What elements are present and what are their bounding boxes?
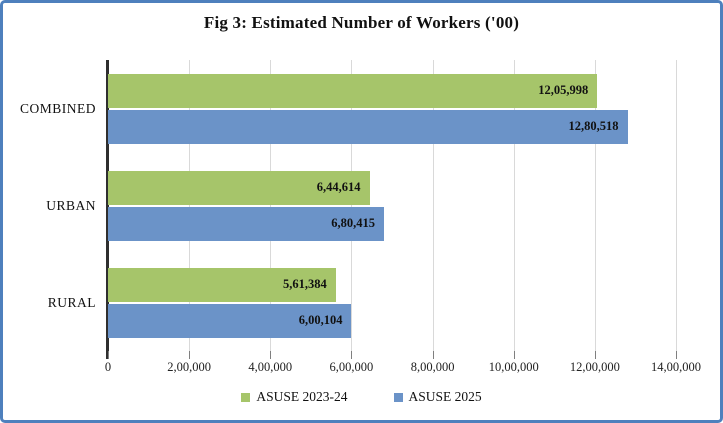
x-tick-label: 6,00,000: [329, 360, 374, 374]
bar-asuse-2023-24-rural: 5,61,384: [108, 267, 336, 302]
category-label-urban: URBAN: [46, 197, 96, 213]
bar-asuse-2025-urban: 6,80,415: [108, 206, 385, 241]
category-label-combined: COMBINED: [19, 100, 96, 116]
data-label: 6,00,104: [298, 313, 343, 327]
gridline: [351, 60, 353, 351]
bar-asuse-2025-combined: 12,80,518: [108, 109, 628, 144]
x-axis-tick-labels: 0 2,00,000 4,00,000 6,00,000 8,00,000 10,00,0…: [105, 360, 701, 378]
category-band-rural: 5,61,384 6,00,104: [108, 254, 676, 351]
bar-asuse-2023-24-combined: 12,05,998: [108, 73, 598, 108]
tick-mark: [513, 351, 515, 359]
legend-swatch-blue: [393, 392, 403, 402]
data-label: 6,80,415: [331, 216, 376, 230]
x-tick-label: 12,00,000: [569, 360, 620, 374]
category-band-urban: 6,44,614 6,80,415: [108, 157, 676, 254]
x-tick-label: 2,00,000: [167, 360, 212, 374]
tick-mark: [189, 351, 191, 359]
data-label: 6,44,614: [316, 180, 361, 194]
tick-mark: [432, 351, 434, 359]
plot-area: 12,05,998 12,80,518 6,44,614 6,80,415 5,61,3…: [108, 60, 677, 351]
category-label-rural: RURAL: [47, 294, 96, 310]
x-tick-label: 0: [104, 360, 112, 374]
data-label: 5,61,384: [283, 277, 327, 291]
chart-legend: ASUSE 2023-24 ASUSE 2025: [3, 389, 720, 405]
gridline: [676, 60, 677, 351]
data-label: 12,80,518: [568, 119, 619, 133]
bar-asuse-2023-24-urban: 6,44,614: [108, 170, 370, 205]
category-band-combined: 12,05,998 12,80,518: [108, 60, 676, 157]
y-axis-line: [106, 60, 109, 359]
x-tick-label: 8,00,000: [410, 360, 455, 374]
tick-mark: [676, 351, 677, 359]
x-tick-label: 10,00,000: [488, 360, 539, 374]
gridline: [513, 60, 515, 351]
legend-item-asuse-2023-24: ASUSE 2023-24: [241, 389, 348, 405]
x-tick-label: 4,00,000: [248, 360, 293, 374]
data-label: 12,05,998: [538, 83, 589, 97]
bar-asuse-2025-rural: 6,00,104: [108, 303, 352, 338]
tick-mark: [594, 351, 596, 359]
chart-title: Fig 3: Estimated Number of Workers ('00): [203, 13, 520, 32]
gridline: [594, 60, 596, 351]
gridline: [270, 60, 272, 351]
tick-mark: [270, 351, 272, 359]
x-axis-tick-marks: [108, 351, 677, 359]
gridline: [189, 60, 191, 351]
legend-item-asuse-2025: ASUSE 2025: [393, 389, 482, 405]
tick-mark: [351, 351, 353, 359]
legend-swatch-green: [241, 392, 251, 402]
tick-mark: [108, 351, 109, 359]
legend-label: ASUSE 2023-24: [256, 389, 348, 404]
x-tick-label: 14,00,000: [651, 360, 701, 374]
legend-label: ASUSE 2025: [408, 389, 482, 404]
gridline: [432, 60, 434, 351]
